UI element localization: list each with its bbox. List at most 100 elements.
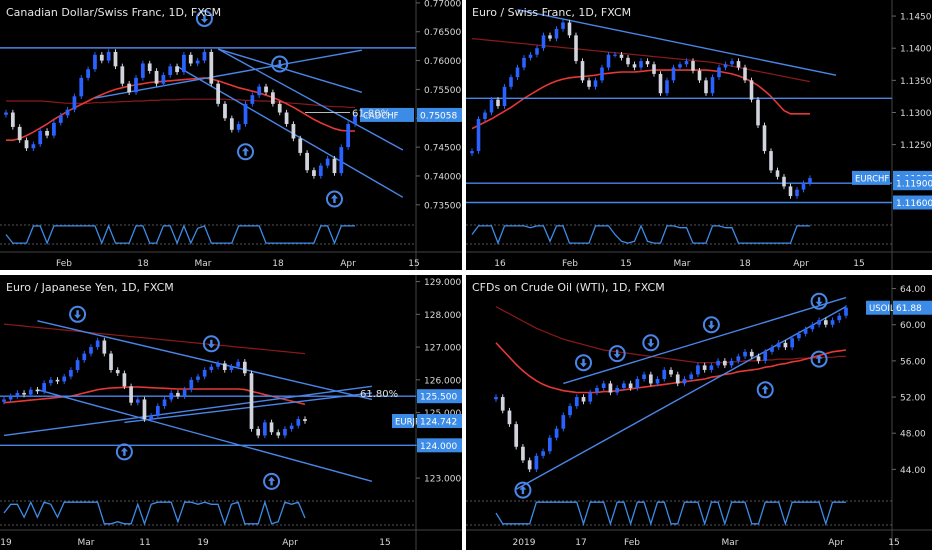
candle xyxy=(216,83,221,104)
candle xyxy=(527,460,532,470)
candle xyxy=(723,64,728,68)
candle xyxy=(470,151,474,154)
candle xyxy=(318,165,323,176)
candle xyxy=(574,35,578,62)
candle xyxy=(678,64,682,68)
candle xyxy=(496,99,500,107)
candle xyxy=(353,114,357,125)
candle xyxy=(716,360,720,366)
oscillator-line xyxy=(495,501,846,526)
candle xyxy=(156,406,160,416)
y-tick-label: 48.00 xyxy=(900,430,926,440)
candle xyxy=(797,333,801,339)
candle xyxy=(521,446,525,461)
candle xyxy=(743,67,747,81)
arrow-up-glyph xyxy=(519,485,527,495)
x-tick-label: Apr xyxy=(340,259,356,269)
candle xyxy=(283,428,287,436)
candle xyxy=(8,396,13,400)
candle xyxy=(223,103,227,119)
candle xyxy=(554,28,559,39)
candle xyxy=(494,397,498,400)
candle xyxy=(671,67,676,81)
candle xyxy=(684,61,689,65)
candle xyxy=(619,54,624,58)
candle xyxy=(522,57,526,68)
chart-eurjpy[interactable]: 129.000128.000127.000126.000125.000124.0… xyxy=(0,275,462,550)
moving-average-slow xyxy=(3,323,306,355)
candle xyxy=(140,63,145,78)
candle xyxy=(249,373,254,429)
x-tick-label: 2019 xyxy=(513,538,536,548)
y-tick-label: 127.000 xyxy=(424,344,461,354)
candle xyxy=(79,77,84,97)
candle xyxy=(45,130,49,136)
chart-panel-eurjpy[interactable]: 129.000128.000127.000126.000125.000124.0… xyxy=(0,275,462,550)
candle xyxy=(182,389,187,397)
candle xyxy=(696,365,700,375)
chart-panel-eurchf[interactable]: 1.14500 1.14000 1.13500 1.13000 1.12500 16 Fe… xyxy=(466,0,932,270)
candle xyxy=(613,54,617,56)
y-tick-label: 1.13000 xyxy=(900,109,932,119)
candle xyxy=(298,138,303,153)
chart-eurchf[interactable]: 1.14500 1.14000 1.13500 1.13000 1.12500 16 Fe… xyxy=(466,0,932,270)
candle xyxy=(303,419,307,422)
candle xyxy=(120,66,125,84)
candle xyxy=(263,422,267,436)
y-tick-label: 0.74000 xyxy=(424,172,461,182)
candle xyxy=(188,54,193,64)
candle xyxy=(635,378,640,388)
level-price-tag xyxy=(417,438,462,453)
arrow-up-icon xyxy=(263,472,281,490)
candle xyxy=(736,61,741,68)
arrow-up-icon xyxy=(237,143,255,161)
chart-cadchf[interactable]: 0.770000.765000.760000.755000.750000.745… xyxy=(0,0,462,270)
trend-line xyxy=(217,48,363,93)
candle xyxy=(587,80,591,87)
arrow-down-icon xyxy=(195,9,213,27)
x-tick-label: 17 xyxy=(575,538,586,548)
y-tick-label: 129.000 xyxy=(424,278,461,288)
candle xyxy=(113,51,118,67)
level-price-tag xyxy=(893,195,932,210)
level-price-tag xyxy=(893,176,932,191)
candle xyxy=(808,178,812,184)
last-price-tag xyxy=(893,300,932,315)
candle xyxy=(149,415,153,420)
symbol-tag-text: CADCHF xyxy=(363,111,399,121)
candle xyxy=(196,376,200,380)
candle xyxy=(658,73,663,94)
y-tick-label: 64.00 xyxy=(900,285,926,295)
y-tick-label: 0.76000 xyxy=(424,57,461,67)
candle xyxy=(62,376,67,382)
arrow-down-glyph xyxy=(74,310,82,319)
y-tick-label: 0.74500 xyxy=(424,144,461,154)
y-tick-label: 1.14000 xyxy=(900,45,932,55)
chart-panel-cadchf[interactable]: 0.770000.765000.760000.755000.750000.745… xyxy=(0,0,462,270)
chart-panel-usoil[interactable]: 64.00 60.00 56.00 52.00 48.00 44.00 2019 17 Feb… xyxy=(466,275,932,550)
symbol-tag-text: USOIL xyxy=(869,304,895,314)
candle xyxy=(134,77,138,93)
candle xyxy=(502,86,507,107)
trend-line xyxy=(515,306,847,490)
candle xyxy=(528,54,533,58)
last-price-tag-text: 124.742 xyxy=(420,418,457,428)
candle xyxy=(209,366,214,370)
candle xyxy=(243,103,248,125)
x-tick-label: Mar xyxy=(674,259,691,269)
arrow-down-icon xyxy=(575,354,592,372)
candle xyxy=(312,170,316,176)
arrow-up-icon xyxy=(810,350,828,368)
x-tick-label: 15 xyxy=(408,259,419,269)
x-tick-label: Feb xyxy=(56,259,72,269)
candle xyxy=(202,51,207,61)
chart-usoil[interactable]: 64.00 60.00 56.00 52.00 48.00 44.00 2019 17 Feb… xyxy=(466,275,932,550)
candle xyxy=(142,399,147,420)
y-tick-label: 0.77000 xyxy=(424,0,461,9)
candle xyxy=(655,378,660,384)
arrow-down-icon xyxy=(271,55,289,73)
candle xyxy=(642,374,646,379)
candle xyxy=(222,363,227,370)
candle xyxy=(756,356,761,361)
trend-line xyxy=(217,48,404,151)
